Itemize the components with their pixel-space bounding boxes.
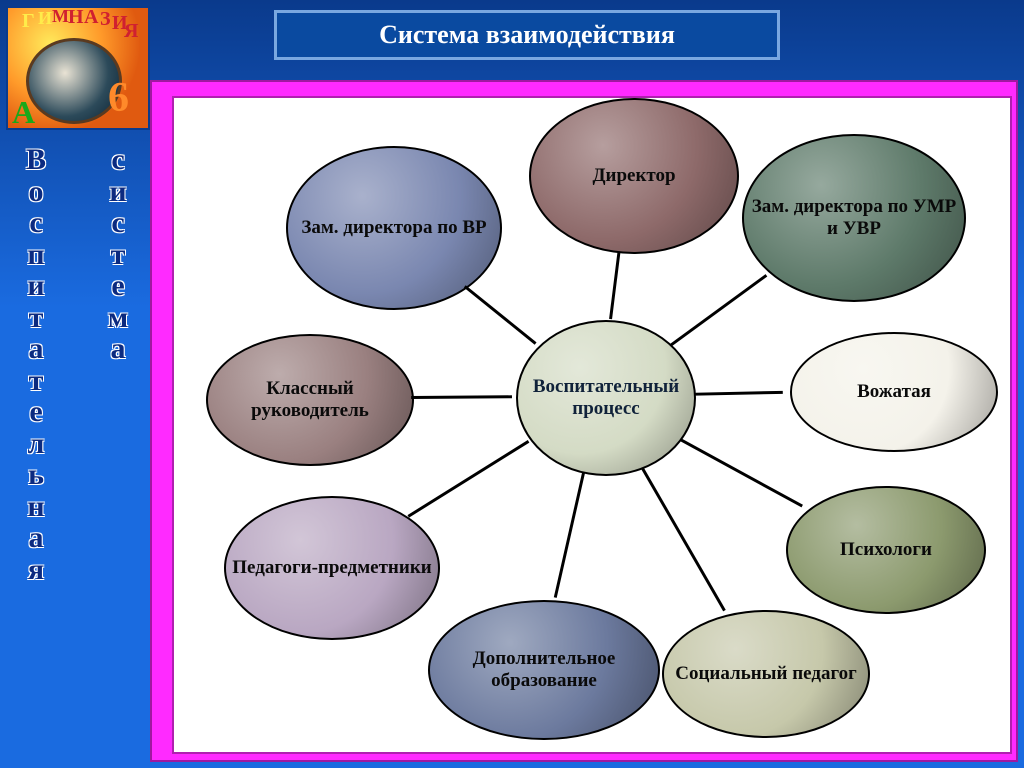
edge	[669, 275, 766, 346]
edge	[408, 441, 528, 516]
edge	[465, 286, 536, 343]
vertical-word-1: В о с п и т а т е л ь н а я	[18, 144, 54, 585]
edge	[676, 437, 802, 506]
edge	[411, 397, 512, 398]
edge	[555, 472, 583, 597]
diagram-panel: ДиректорЗам. директора по ВРЗам. директо…	[150, 80, 1018, 762]
slide: Г И М Н А З И Я А 6 Система взаимодейств…	[0, 0, 1024, 768]
diagram-canvas: ДиректорЗам. директора по ВРЗам. директо…	[172, 96, 1012, 754]
edge	[690, 392, 783, 394]
edge	[641, 465, 725, 610]
node-center: Воспитательный процесс	[516, 320, 696, 476]
slide-title: Система взаимодействия	[274, 10, 780, 60]
edge	[611, 253, 619, 319]
vertical-word-2: с и с т е м а	[100, 144, 136, 365]
node-label: Воспитательный процесс	[518, 372, 694, 424]
school-logo: Г И М Н А З И Я А 6	[6, 6, 150, 130]
